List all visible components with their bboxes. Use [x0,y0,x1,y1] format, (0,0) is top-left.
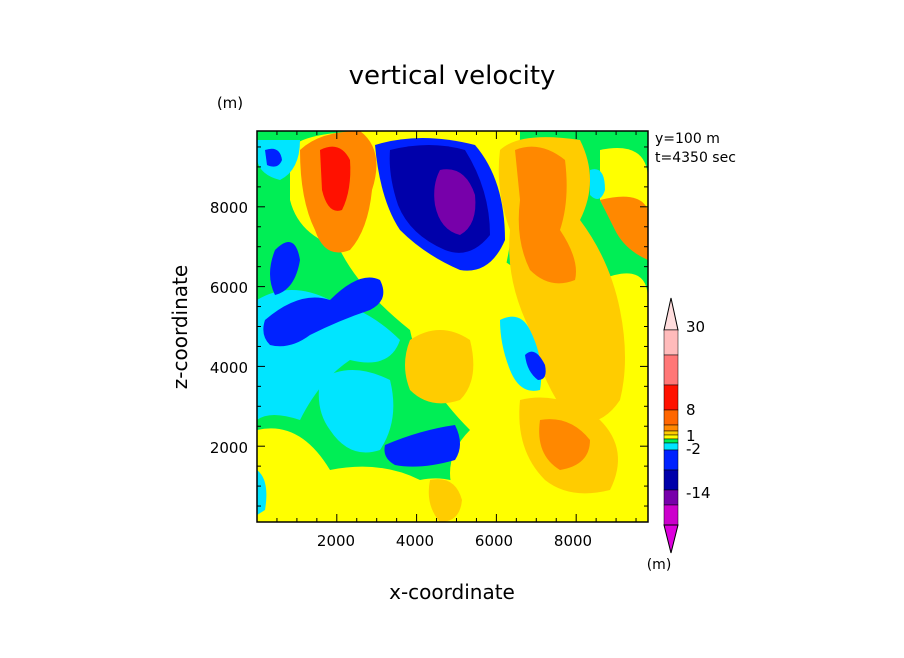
x-tick-label: 2000 [317,532,355,550]
x-tick-label: 4000 [396,532,434,550]
colorbar-label: -14 [686,484,711,502]
colorbar-segment [663,430,679,436]
y-axis-label: z-coordinate [168,265,192,389]
x-tick-label: 8000 [554,532,592,550]
y-unit-label: (m) [217,94,243,112]
colorbar-bottom-arrow [663,524,679,554]
colorbar-label: 1 [686,427,696,445]
colorbar [663,297,679,554]
colorbar-top-arrow [663,297,679,331]
plot-ticks [257,131,648,522]
colorbar-segment [663,354,679,386]
x-axis-label: x-coordinate [389,580,515,604]
colorbar-segment [663,442,679,451]
y-tick-label: 4000 [210,359,248,377]
colorbar-segment [663,489,679,506]
colorbar-label: -2 [686,440,701,458]
y-tick-label: 2000 [210,439,248,457]
colorbar-segment [663,329,679,356]
info-line-y: y=100 m [655,131,720,147]
info-line-t: t=4350 sec [655,150,736,166]
colorbar-label: 8 [686,401,696,419]
x-tick-label: 6000 [475,532,513,550]
colorbar-segment [663,449,679,471]
colorbar-segment [663,384,679,411]
chart-title: vertical velocity [349,61,556,91]
colorbar-segment [663,469,679,491]
colorbar-segment [663,409,679,426]
y-tick-label: 6000 [210,279,248,297]
y-tick-label: 8000 [210,199,248,217]
colorbar-segment [663,434,679,440]
contour-field [257,131,648,522]
colorbar-segment [663,424,679,432]
colorbar-unit: (m) [647,557,672,573]
colorbar-segment [663,504,679,526]
colorbar-segment [663,438,679,444]
colorbar-label: 30 [686,318,705,336]
